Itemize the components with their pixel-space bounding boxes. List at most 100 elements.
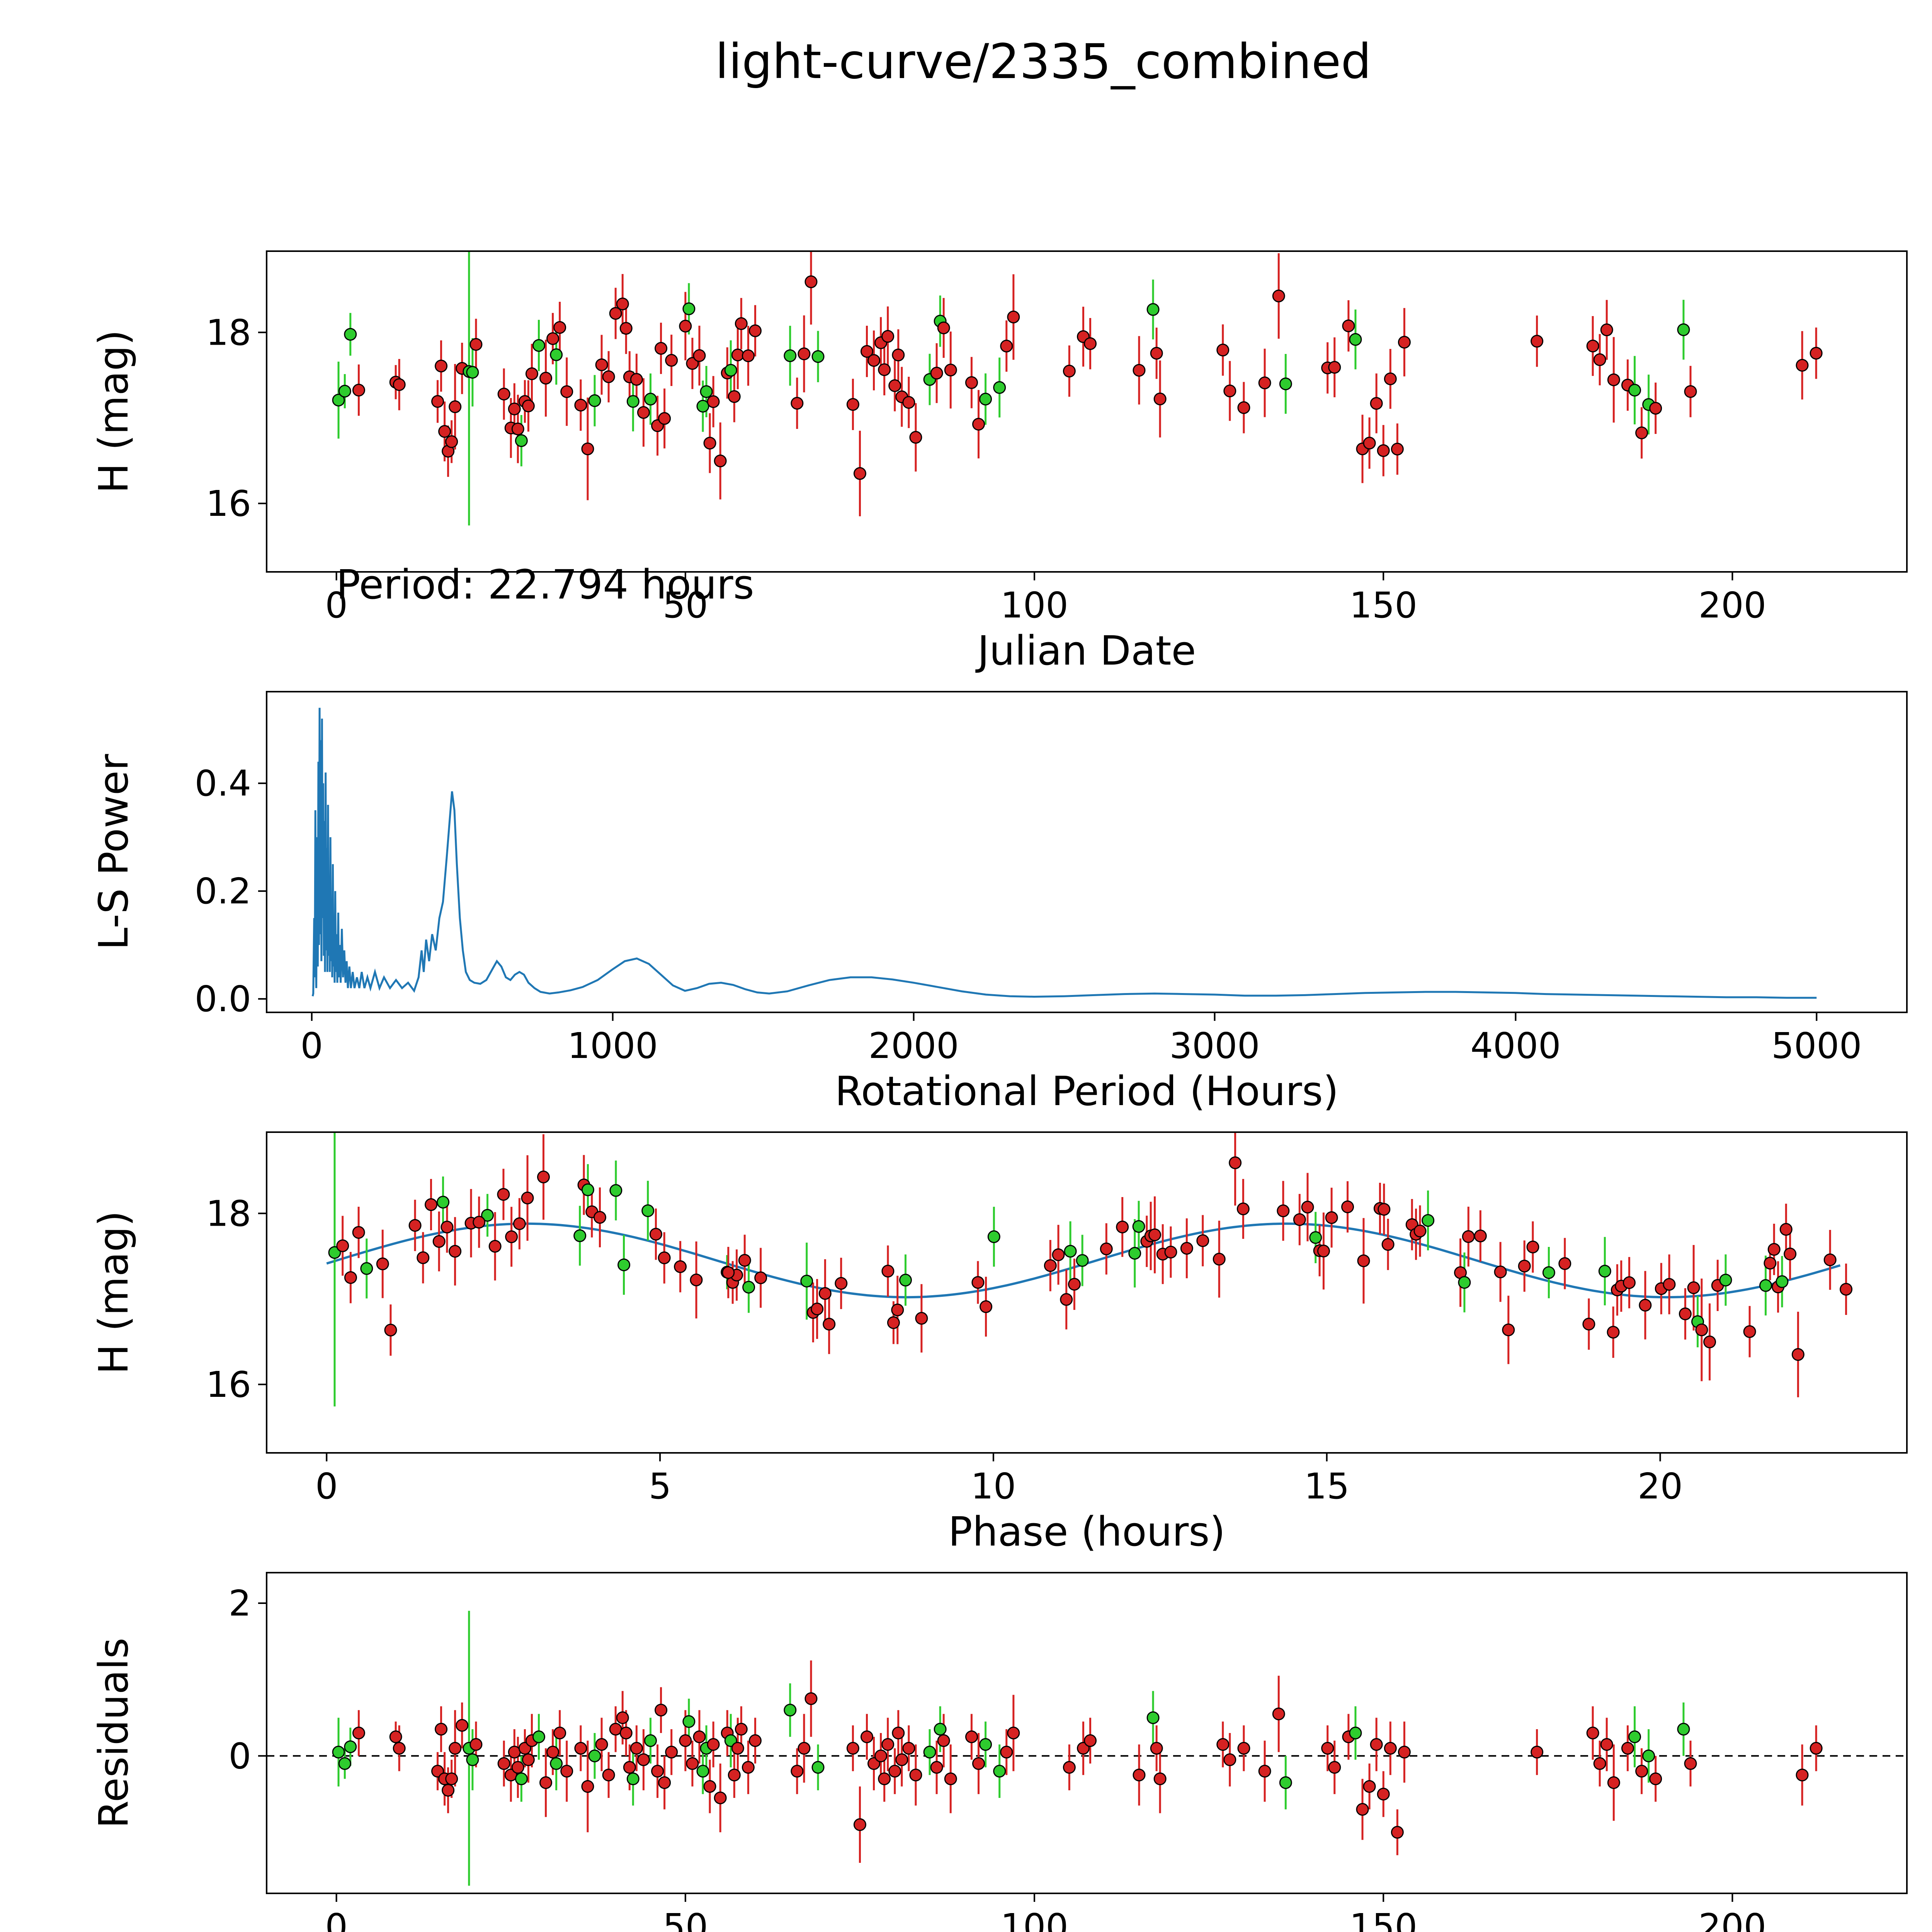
data-point [581,442,594,456]
data-point [1223,384,1236,398]
data-point [1216,1738,1230,1751]
data-point [537,1170,550,1184]
data-point [1649,1772,1662,1786]
data-point [1150,1742,1163,1755]
data-point [860,1730,873,1743]
data-point [696,1765,709,1778]
data-point [1381,1238,1395,1251]
data-point [846,398,859,411]
data-point [616,298,629,311]
data-point [626,1772,639,1786]
data-point [1068,1278,1081,1291]
data-point [655,1704,668,1717]
data-point [1598,1265,1611,1278]
data-point [714,1791,727,1804]
x-tick-label: 50 [663,585,708,626]
data-point [1810,347,1823,360]
axes-residuals: 05010015020002Julian DateResiduals [90,1572,1908,1932]
x-tick-label: 15 [1304,1466,1349,1507]
x-tick-label: 2000 [869,1025,959,1066]
data-point [655,342,668,355]
data-point [1586,339,1599,352]
data-point [560,385,573,398]
data-point [1823,1253,1837,1266]
data-point [1063,364,1076,378]
data-point [818,1287,832,1300]
data-point [1558,1257,1571,1270]
data-point [1146,303,1160,316]
data-point [445,435,458,448]
data-point [1687,1281,1700,1294]
data-point [497,1188,510,1201]
data-point [393,1742,406,1755]
data-point [993,1765,1006,1778]
data-point [860,345,873,358]
x-tick-label: 100 [1000,585,1068,626]
data-point [1810,1742,1823,1755]
data-point [1377,1787,1390,1801]
data-point [1309,1231,1322,1244]
x-tick-label: 50 [663,1906,708,1932]
data-point [674,1260,687,1273]
data-point [619,1726,633,1740]
data-point [748,1734,762,1747]
data-point [930,367,943,380]
data-point [1213,1253,1226,1266]
data-point [1000,340,1013,353]
data-point [1349,333,1362,346]
data-point [1007,310,1020,323]
data-point [1677,1723,1690,1736]
data-point [1628,1730,1641,1743]
data-point [1328,1761,1341,1774]
data-point [707,395,720,408]
data-point [1153,392,1167,405]
data-point [1076,1254,1089,1267]
data-point [623,1761,636,1774]
data-point [616,1711,629,1724]
x-tick-label: 20 [1638,1466,1683,1507]
x-tick-label: 5 [649,1466,672,1507]
data-point [811,1761,825,1774]
x-axis-label: Phase (hours) [948,1508,1225,1555]
data-points [332,275,1823,480]
data-point [811,1303,824,1316]
data-point [1391,442,1404,456]
data-point [1474,1230,1487,1243]
data-point [993,381,1006,394]
data-point [1628,384,1641,397]
data-point [595,1738,608,1751]
data-point [1196,1234,1209,1247]
data-point [679,1734,692,1747]
data-point [449,1742,462,1755]
data-point [798,1742,811,1755]
error-bars [337,251,1817,526]
data-point [1582,1318,1595,1331]
data-point [686,1757,699,1770]
data-point [1413,1225,1427,1238]
data-point [784,1704,797,1717]
data-point [1363,437,1376,450]
data-point [965,1730,978,1743]
data-point [546,1745,560,1759]
data-point [1384,372,1397,385]
data-point [930,1761,943,1774]
data-point [658,412,671,425]
data-point [1363,1780,1376,1793]
data-point [1378,1203,1391,1216]
data-point [1258,1765,1271,1778]
data-point [497,388,510,401]
axes-phased: 0 5 10 15 20 16 18 Phase (hours) H (mag) [90,1131,1908,1555]
data-point [934,1723,947,1736]
data-point [909,431,922,444]
data-point [1743,1325,1756,1338]
data-point [887,1316,900,1329]
data-point [435,359,448,372]
x-tick-label: 150 [1349,1906,1417,1932]
data-point [408,1219,422,1232]
data-point [853,467,866,480]
x-tick-label: 100 [1000,1906,1068,1932]
data-point [1764,1257,1777,1270]
data-point [505,1230,518,1243]
data-point [473,1216,486,1229]
